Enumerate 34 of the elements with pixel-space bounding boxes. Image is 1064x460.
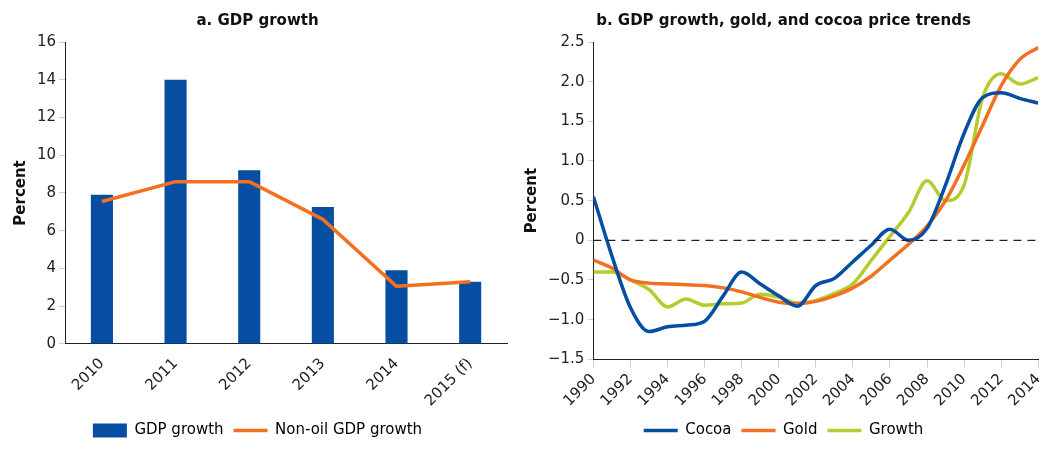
- y-tick-label: 2: [46, 296, 57, 315]
- y-tick-label: 14: [36, 69, 57, 88]
- y-tick-label: 16: [36, 31, 57, 50]
- y-tick-label: 8: [46, 182, 57, 201]
- y-tick-label: −0.5: [547, 269, 585, 288]
- y-tick-label: 2.0: [560, 71, 585, 90]
- bar: [459, 281, 482, 344]
- y-tick-label: 1.5: [560, 111, 585, 130]
- bar: [385, 270, 408, 344]
- bar: [164, 79, 187, 344]
- y-tick-label: 0: [46, 333, 57, 352]
- bar: [238, 170, 261, 344]
- legend-label: GDP growth: [134, 420, 224, 439]
- y-tick-label: −1.5: [547, 349, 585, 368]
- y-axis-title: Percent: [521, 167, 540, 234]
- y-axis-title: Percent: [10, 160, 29, 226]
- legend-label: Growth: [868, 420, 924, 439]
- chart-title: b. GDP growth, gold, and cocoa price trends: [596, 10, 971, 29]
- y-tick-label: 10: [36, 145, 57, 164]
- y-tick-label: 1.0: [560, 150, 585, 169]
- y-tick-label: 12: [36, 107, 57, 126]
- y-tick-label: 2.5: [560, 31, 585, 50]
- legend-label: Non-oil GDP growth: [275, 420, 423, 439]
- y-tick-label: 4: [46, 258, 57, 277]
- chart-title: a. GDP growth: [196, 10, 319, 29]
- line-series: [593, 91, 1039, 334]
- y-tick-label: 6: [46, 220, 57, 239]
- legend-label: Gold: [782, 420, 818, 439]
- legend-label: Cocoa: [685, 420, 732, 439]
- bar: [90, 194, 113, 344]
- y-tick-label: 0: [574, 230, 585, 249]
- bar: [311, 207, 334, 344]
- y-tick-label: 0.5: [560, 190, 585, 209]
- y-tick-label: −1.0: [547, 309, 585, 328]
